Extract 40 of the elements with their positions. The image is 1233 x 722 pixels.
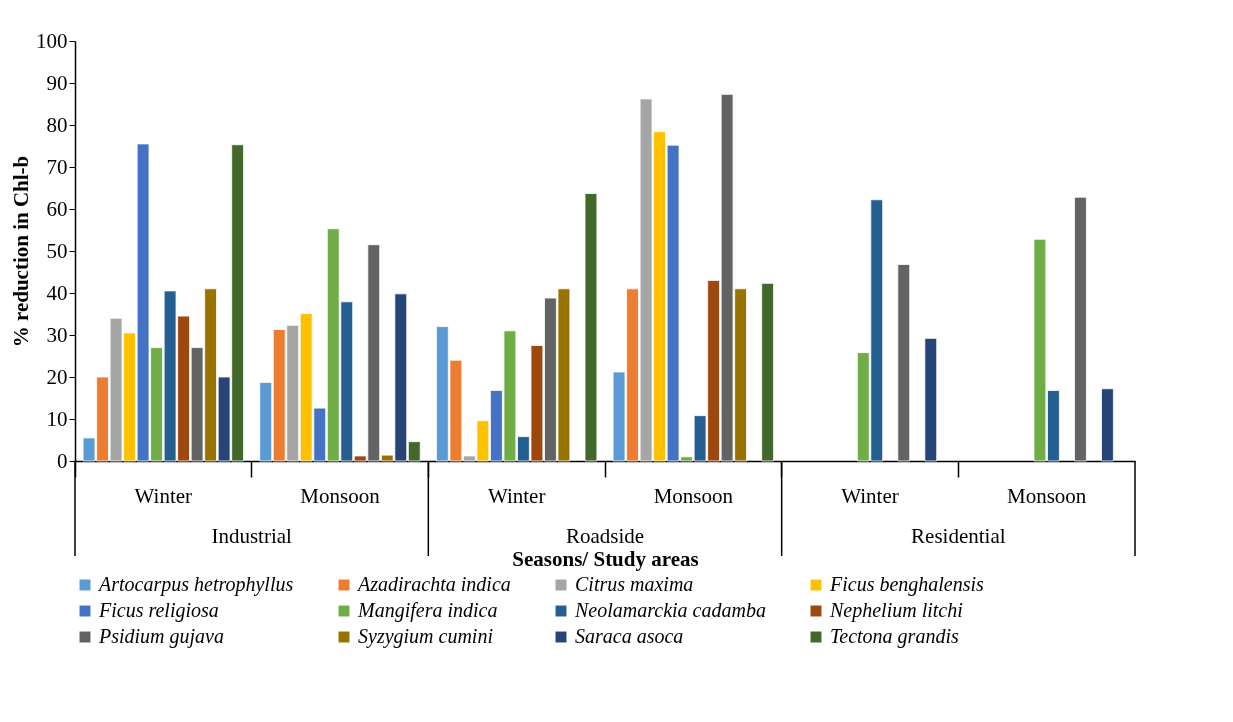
text: Roadside [565, 524, 645, 548]
y-tick-label: 80 [46, 112, 68, 137]
x-tick-label: Monsoon [1006, 483, 1087, 508]
x-tick-label: Winter [487, 483, 546, 508]
text: Industrial [211, 524, 293, 548]
bar [1101, 388, 1114, 462]
x-tick-label: Winter [841, 483, 899, 508]
legend-label: Nephelium litchi [829, 599, 963, 622]
legend-label: Tectona grandis [830, 625, 959, 648]
y-tick-label: 10 [46, 406, 68, 431]
y-axis-title: % reduction in Chl-b [9, 155, 33, 348]
bar [924, 337, 938, 462]
legend-label: Citrus maxima [575, 573, 694, 595]
x-tick-label: Winter [134, 483, 193, 508]
bar [761, 282, 774, 462]
y-tick-label: 0 [57, 448, 68, 473]
y-tick-label: 20 [46, 364, 68, 389]
legend-label: Ficus religiosa [98, 599, 219, 622]
x-tick-label: Monsoon [300, 483, 381, 508]
legend-label: Saraca asoca [575, 625, 684, 647]
x-tick-label: Monsoon [653, 483, 734, 508]
legend-label: Neolamarckia cadamba [574, 599, 766, 621]
y-tick-label: 90 [46, 70, 68, 95]
y-tick-label: 40 [46, 280, 68, 305]
legend-label: Artocarpus hetrophyllus [97, 573, 294, 596]
text: Residential [911, 524, 1006, 548]
bar [584, 193, 598, 462]
y-tick-label: 100 [36, 28, 68, 53]
bar [1074, 196, 1087, 462]
bar [897, 264, 911, 462]
legend-label: Ficus benghalensis [829, 573, 985, 596]
x-axis-title: Seasons/ Study areas [512, 546, 699, 571]
legend-label: Syzygium cumini [358, 625, 493, 648]
y-tick-label: 70 [46, 154, 68, 179]
legend-label: Psidium gujava [98, 625, 224, 648]
legend-label: Azadirachta indica [356, 573, 511, 595]
legend-label: Mangifera indica [357, 599, 498, 622]
y-tick-label: 50 [46, 238, 68, 263]
y-tick-label: 60 [46, 196, 68, 221]
y-tick-label: 30 [46, 322, 68, 347]
